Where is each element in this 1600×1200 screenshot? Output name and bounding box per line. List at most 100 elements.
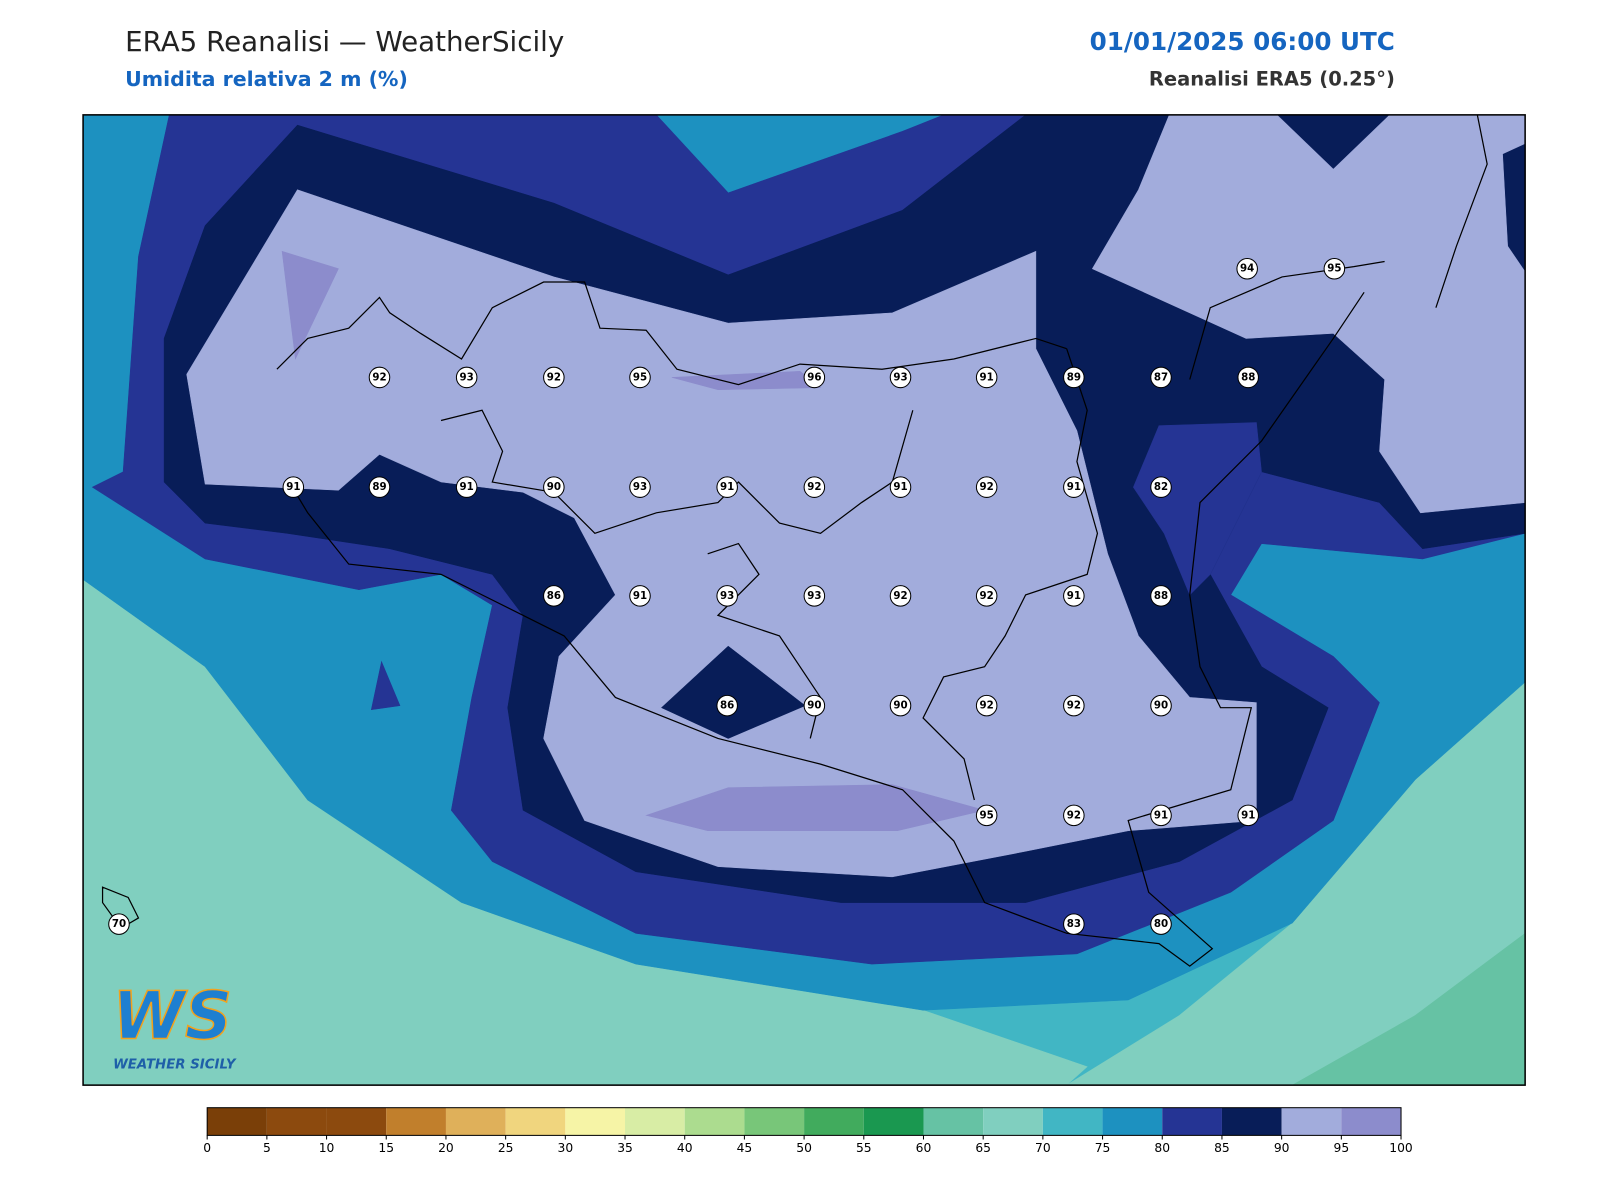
colorbar-segment — [266, 1107, 327, 1136]
map-frame — [82, 114, 1526, 1086]
station-value: 92 — [372, 371, 386, 383]
station-marker — [1063, 694, 1085, 717]
colorbar-segment — [923, 1107, 984, 1136]
colorbar-tick-label: 85 — [1214, 1141, 1230, 1155]
station-marker — [716, 476, 738, 498]
colorbar-tick-label: 35 — [617, 1141, 633, 1155]
station-value: 91 — [1154, 809, 1168, 821]
station-marker — [1063, 585, 1085, 607]
station-marker — [889, 476, 912, 498]
contour-area — [1291, 933, 1526, 1086]
station-marker — [1150, 366, 1172, 389]
contour-area — [281, 250, 339, 360]
station-value: 92 — [893, 590, 907, 602]
station-marker — [975, 694, 998, 717]
colorbar-tick-label: 0 — [203, 1141, 211, 1155]
colorbar-tick-label: 95 — [1334, 1141, 1350, 1155]
datetime: 01/01/2025 06:00 UTC — [1090, 27, 1395, 56]
station-value: 95 — [980, 809, 994, 821]
station-marker — [803, 366, 826, 389]
coastline — [101, 886, 140, 930]
station-value: 80 — [1154, 918, 1168, 930]
station-value: 92 — [980, 700, 994, 712]
station-value: 91 — [633, 590, 647, 602]
subtitle: Umidita relativa 2 m (%) — [125, 67, 408, 91]
colorbar-segment — [1102, 1107, 1163, 1136]
colorbar-tick-label: 100 — [1389, 1141, 1412, 1155]
logo: WS WEATHER SICILY — [112, 978, 237, 1073]
station-marker — [282, 476, 305, 498]
station-marker — [543, 585, 565, 607]
coastline — [1435, 114, 1488, 308]
station-marker — [975, 476, 998, 498]
station-value: 92 — [807, 481, 821, 493]
logo-mark: WS — [112, 979, 232, 1055]
station-marker — [629, 585, 651, 607]
colorbar-segment — [983, 1107, 1043, 1136]
colorbar-tick-label: 40 — [677, 1141, 693, 1155]
station-value: 91 — [460, 481, 474, 493]
station-marker — [629, 476, 651, 498]
station-marker — [803, 585, 826, 607]
station-value: 82 — [1154, 481, 1168, 493]
station-value: 93 — [460, 371, 474, 383]
station-marker — [1150, 804, 1172, 827]
colorbar-segment — [505, 1107, 566, 1136]
coastline — [922, 348, 1099, 801]
station-value: 90 — [1154, 700, 1168, 712]
station-value: 89 — [1067, 371, 1081, 383]
colorbar-tick-label: 60 — [916, 1141, 932, 1155]
colorbar-segment — [1221, 1107, 1282, 1136]
colorbar-tick-label: 5 — [263, 1141, 271, 1155]
station-value: 92 — [980, 481, 994, 493]
title: ERA5 Reanalisi — WeatherSicily — [125, 25, 564, 58]
station-value: 70 — [112, 918, 126, 930]
colorbar-tick-label: 90 — [1274, 1141, 1290, 1155]
source: Reanalisi ERA5 (0.25°) — [1149, 68, 1395, 91]
station-marker — [803, 476, 826, 498]
colorbar-segment — [625, 1107, 685, 1136]
station-marker — [889, 366, 912, 389]
station-marker — [368, 366, 391, 389]
colorbar-segment — [207, 1107, 267, 1136]
station-marker — [1237, 366, 1259, 389]
station-marker — [716, 694, 738, 717]
station-value: 93 — [720, 590, 734, 602]
station-marker — [1150, 476, 1172, 498]
station-value: 93 — [633, 481, 647, 493]
station-value: 89 — [372, 481, 386, 493]
colorbar-segment — [1162, 1107, 1222, 1136]
coastline — [276, 281, 1067, 386]
station-value: 91 — [1067, 481, 1081, 493]
station-marker — [803, 694, 826, 717]
station-value: 86 — [720, 700, 734, 712]
station-marker — [455, 366, 478, 389]
station-marker — [1063, 366, 1085, 389]
colorbar-segment — [684, 1107, 745, 1136]
station-marker — [1150, 585, 1172, 607]
contour-area — [1091, 114, 1526, 514]
colorbar-tick-label: 30 — [558, 1141, 574, 1155]
colorbar-segment — [565, 1107, 626, 1136]
station-value: 93 — [893, 371, 907, 383]
colorbar-segment — [445, 1107, 506, 1136]
station-value: 90 — [547, 481, 561, 493]
station-value: 91 — [1241, 809, 1255, 821]
station-value: 91 — [893, 481, 907, 493]
station-value: 95 — [633, 371, 647, 383]
colorbar-tick-label: 55 — [856, 1141, 872, 1155]
station-marker — [1063, 476, 1085, 498]
station-marker — [629, 366, 651, 389]
station-value: 88 — [1154, 590, 1168, 602]
station-value: 92 — [980, 590, 994, 602]
colorbar-tick-label: 15 — [378, 1141, 394, 1155]
station-marker — [975, 804, 998, 827]
station-value: 87 — [1154, 371, 1168, 383]
station-value: 88 — [1241, 371, 1255, 383]
station-value: 83 — [1067, 918, 1081, 930]
station-value: 95 — [1327, 263, 1341, 275]
colorbar-tick-label: 50 — [796, 1141, 812, 1155]
station-value: 92 — [547, 371, 561, 383]
colorbar-tick-label: 65 — [975, 1141, 991, 1155]
